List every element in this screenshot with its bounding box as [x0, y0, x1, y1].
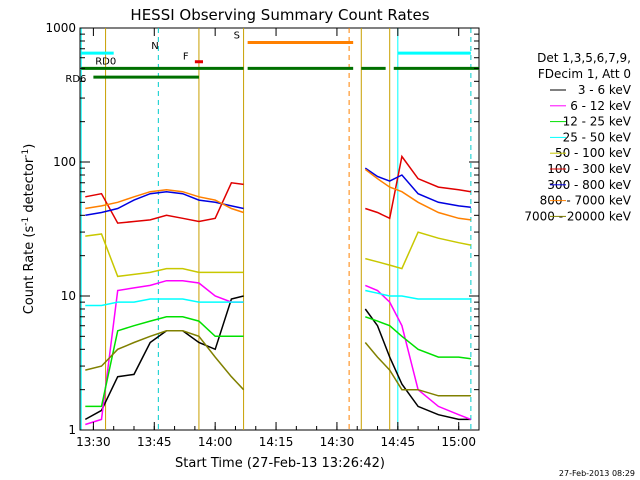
- series-line-6-12-kev-1: [365, 284, 472, 421]
- flag-bars: N F S RD0 RD6: [65, 30, 479, 85]
- y-tick-label-1: 10: [61, 289, 76, 303]
- series-line-100-300-kev-1: [365, 154, 472, 220]
- series-line-7000-20000-kev-1: [364, 342, 471, 397]
- y-axis-label: Count Rate (s-1 detector-1): [21, 144, 37, 315]
- series-line-3-6-kev-1: [364, 308, 471, 421]
- series-line-800-7000-kev-1: [364, 168, 471, 221]
- x-axis-label: Start Time (27-Feb-13 13:26:42): [175, 456, 385, 471]
- legend: Det 1,3,5,6,7,9, FDecim 1, Att 0 3 - 6 k…: [524, 51, 631, 223]
- flag-label-f: F: [183, 52, 189, 63]
- legend-entry-12-25-kev: 12 - 25 keV: [563, 115, 632, 129]
- flag-label-rd0: RD0: [95, 56, 116, 67]
- series-line-800-7000-kev-0: [85, 189, 244, 214]
- legend-entry-100-300-kev: 100 - 300 keV: [547, 162, 631, 176]
- series-line-25-50-kev-0: [85, 298, 244, 307]
- series-line-12-25-kev-1: [365, 316, 472, 360]
- y-tick-label-0: 1: [68, 423, 76, 437]
- legend-header-1: Det 1,3,5,6,7,9,: [537, 51, 631, 65]
- plot-area: [79, 27, 480, 431]
- legend-entry-6-12-kev: 6 - 12 keV: [570, 99, 632, 113]
- legend-entry-800-7000-kev: 800 - 7000 keV: [540, 194, 632, 208]
- x-tick-label-3: 14:15: [259, 435, 294, 449]
- series-line-300-800-kev-1: [364, 167, 471, 208]
- legend-header-2: FDecim 1, Att 0: [538, 67, 631, 81]
- x-tick-label-4: 14:30: [320, 435, 355, 449]
- legend-entry-7000-20000-kev: 7000 - 20000 keV: [524, 209, 631, 223]
- series-lines: [84, 154, 472, 426]
- series-line-6-12-kev-0: [85, 279, 244, 426]
- legend-entry-3-6-kev: 3 - 6 keV: [578, 83, 632, 97]
- x-tick-label-5: 14:45: [381, 435, 416, 449]
- x-tick-label-0: 13:30: [76, 435, 111, 449]
- legend-entry-50-100-kev: 50 - 100 keV: [555, 146, 632, 160]
- chart-title: HESSI Observing Summary Count Rates: [130, 6, 429, 24]
- y-tick-label-3: 1000: [45, 21, 76, 35]
- series-line-25-50-kev-1: [365, 289, 471, 300]
- series-line-50-100-kev-1: [365, 231, 472, 270]
- legend-entry-25-50-kev: 25 - 50 keV: [563, 130, 632, 144]
- y-axis-ticks: 1 10 100 1000: [45, 21, 479, 437]
- timestamp: 27-Feb-2013 08:29: [559, 469, 635, 478]
- vertical-markers: [80, 28, 472, 430]
- x-tick-label-6: 15:00: [441, 435, 476, 449]
- flag-label-s: S: [234, 30, 240, 41]
- legend-entry-300-800-kev: 300 - 800 keV: [547, 178, 631, 192]
- x-tick-label-2: 14:00: [198, 435, 233, 449]
- flag-label-n: N: [151, 41, 158, 52]
- series-line-50-100-kev-0: [85, 233, 244, 278]
- series-line-12-25-kev-0: [85, 316, 244, 408]
- series-line-7000-20000-kev-0: [85, 330, 245, 391]
- x-tick-label-1: 13:45: [137, 435, 172, 449]
- series-line-100-300-kev-0: [85, 181, 244, 224]
- y-tick-label-2: 100: [53, 155, 76, 169]
- flag-label-rd6: RD6: [65, 74, 86, 85]
- x-axis-ticks: 13:30 13:45 14:00 14:15 14:30 14:45 15:00: [76, 28, 480, 449]
